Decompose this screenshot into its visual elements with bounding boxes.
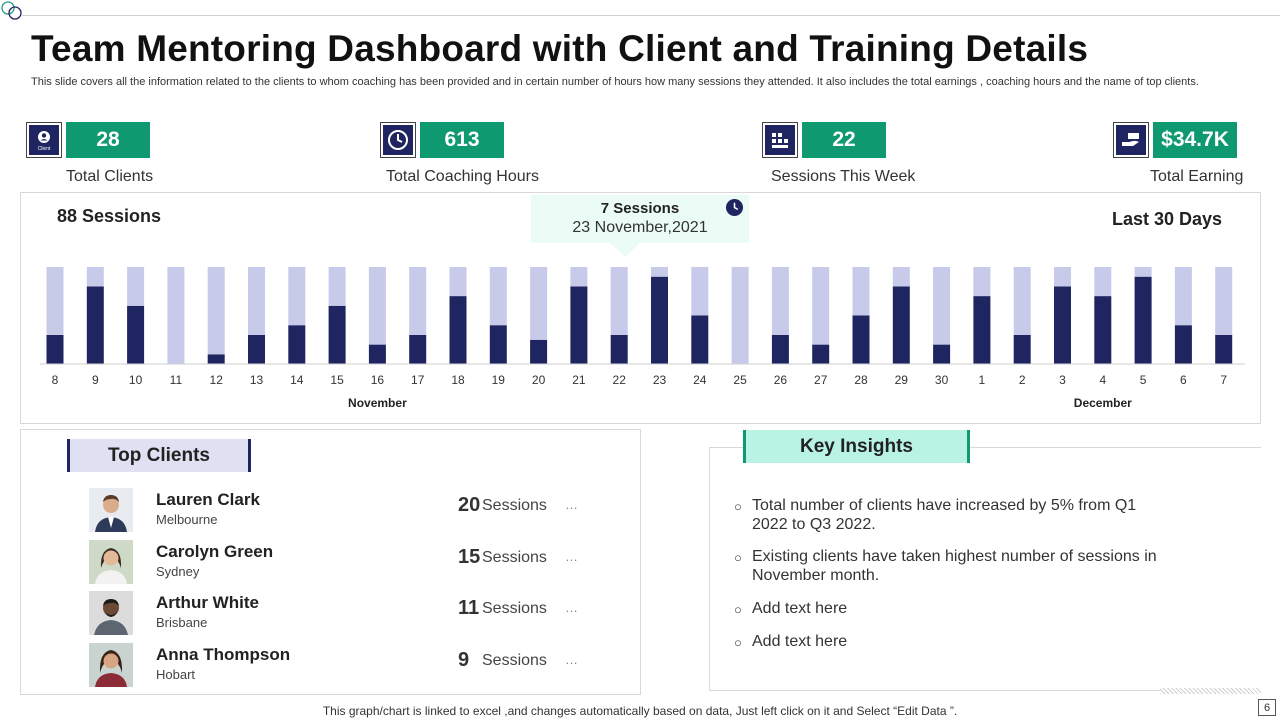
avatar bbox=[89, 488, 133, 532]
more-dots: … bbox=[565, 549, 579, 564]
bullet-circle-icon: ○ bbox=[734, 602, 742, 617]
kpi-label: Sessions This Week bbox=[771, 168, 916, 185]
hand-money-icon bbox=[1113, 122, 1149, 158]
kpi-label: Total Coaching Hours bbox=[386, 168, 539, 185]
client-city: Sydney bbox=[156, 564, 200, 579]
avatar bbox=[89, 643, 133, 687]
kpi-value: $34.7K bbox=[1153, 122, 1237, 158]
top-clients-header: Top Clients bbox=[67, 439, 251, 472]
client-name: Arthur White bbox=[156, 593, 259, 612]
page-title: Team Mentoring Dashboard with Client and… bbox=[31, 28, 1089, 69]
client-session-count: 9 bbox=[458, 649, 470, 671]
page-subtitle: This slide covers all the information re… bbox=[31, 76, 1199, 88]
client-badge-icon: Client bbox=[26, 122, 62, 158]
header-divider bbox=[22, 15, 1280, 16]
chart-total-sessions: 88 Sessions bbox=[57, 206, 162, 226]
kpi-label: Total Earning bbox=[1150, 168, 1244, 185]
client-session-unit: Sessions bbox=[482, 652, 547, 669]
kpi-value: 22 bbox=[802, 122, 886, 158]
tooltip-date: 23 November,2021 bbox=[572, 219, 708, 236]
clock-icon bbox=[380, 122, 416, 158]
more-dots: … bbox=[565, 497, 579, 512]
page-number: 6 bbox=[1258, 699, 1276, 716]
insight-text: Total number of clients have increased b… bbox=[752, 497, 1137, 533]
key-insights-panel bbox=[709, 447, 1261, 691]
client-session-unit: Sessions bbox=[482, 600, 547, 617]
avatar bbox=[89, 540, 133, 584]
kpi-label: Total Clients bbox=[66, 168, 154, 185]
chart-tooltip bbox=[531, 195, 749, 243]
top-clients-panel bbox=[20, 429, 641, 695]
client-city: Hobart bbox=[156, 667, 196, 682]
kpi-value: 28 bbox=[66, 122, 150, 158]
calendar-icon bbox=[762, 122, 798, 158]
client-name: Carolyn Green bbox=[156, 542, 274, 561]
client-city: Melbourne bbox=[156, 512, 218, 527]
logo-icon bbox=[1, 1, 22, 20]
chart-period: Last 30 Days bbox=[1112, 209, 1223, 229]
chart-tooltip-arrow bbox=[610, 243, 640, 257]
client-row: Anna Thompson Hobart 9 Sessions … bbox=[89, 643, 609, 687]
client-session-count: 11 bbox=[458, 597, 480, 619]
tooltip-title: 7 Sessions bbox=[600, 200, 680, 217]
insight-text: Existing clients have taken highest numb… bbox=[752, 548, 1157, 584]
panel-hatch-decoration bbox=[1160, 688, 1261, 694]
client-badge-text: Client bbox=[38, 146, 51, 152]
footer-note: This graph/chart is linked to excel ,and… bbox=[322, 704, 958, 718]
more-dots: … bbox=[565, 600, 579, 615]
client-row: Lauren Clark Melbourne 20 Sessions … bbox=[89, 488, 609, 532]
insight-text: Add text here bbox=[752, 633, 848, 650]
client-city: Brisbane bbox=[156, 615, 208, 630]
insight-text: Add text here bbox=[752, 600, 848, 617]
client-session-unit: Sessions bbox=[482, 549, 547, 566]
sessions-chart-panel bbox=[20, 192, 1261, 424]
clock-icon bbox=[725, 198, 744, 217]
client-row: Arthur White Brisbane 11 Sessions … bbox=[89, 591, 609, 635]
bullet-circle-icon: ○ bbox=[734, 635, 742, 650]
client-session-unit: Sessions bbox=[482, 497, 547, 514]
client-row: Carolyn Green Sydney 15 Sessions … bbox=[89, 540, 609, 584]
client-session-count: 20 bbox=[458, 494, 481, 516]
kpi-value: 613 bbox=[420, 122, 504, 158]
key-insights-header: Key Insights bbox=[743, 430, 970, 463]
avatar bbox=[89, 591, 133, 635]
bullet-circle-icon: ○ bbox=[734, 550, 742, 565]
more-dots: … bbox=[565, 652, 579, 667]
client-session-count: 15 bbox=[458, 546, 481, 568]
client-name: Anna Thompson bbox=[156, 645, 291, 664]
client-name: Lauren Clark bbox=[156, 490, 260, 509]
bullet-circle-icon: ○ bbox=[734, 499, 742, 514]
